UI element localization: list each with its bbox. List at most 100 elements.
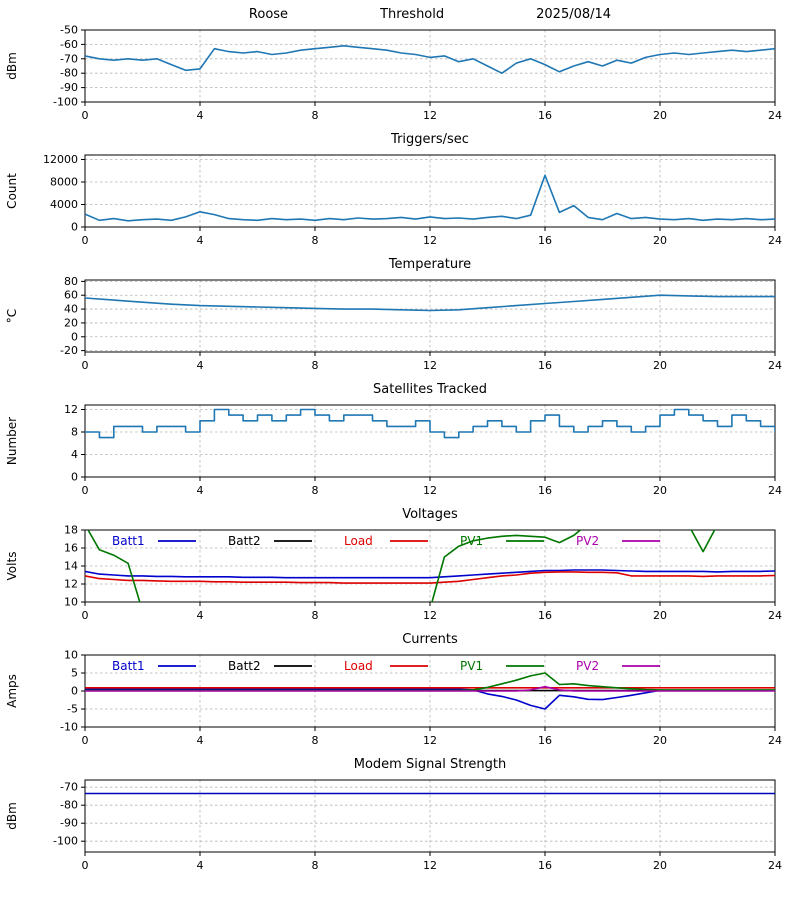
x-tick-label: 4 — [197, 484, 204, 497]
x-tick-label: 16 — [538, 734, 552, 747]
x-tick-label: 4 — [197, 859, 204, 872]
x-tick-label: 24 — [768, 234, 782, 247]
x-tick-label: 20 — [653, 859, 667, 872]
x-tick-label: 20 — [653, 234, 667, 247]
x-tick-label: 24 — [768, 484, 782, 497]
x-tick-label: 20 — [653, 359, 667, 372]
chart-voltages: Voltages 0 4 8 12 16 20 24 10 12 14 16 18 Volts Batt1 B… — [0, 504, 800, 624]
x-tick-label: 8 — [312, 609, 319, 622]
x-tick-label: 24 — [768, 859, 782, 872]
y-tick-label: 16 — [64, 542, 78, 555]
chart-title-temperature: Temperature — [388, 257, 472, 272]
y-tick-label: -20 — [60, 344, 78, 357]
y-tick-label: 10 — [64, 650, 78, 662]
series-satellites-tracked — [85, 408, 775, 439]
y-tick-label: 5 — [71, 667, 78, 680]
plot-border — [84, 279, 776, 353]
x-tick-label: 4 — [197, 109, 204, 122]
y-tick-label: -100 — [53, 96, 78, 109]
x-tick-label: 16 — [538, 359, 552, 372]
y-axis-label: Amps — [5, 674, 19, 708]
chart-plot-voltages: 0 4 8 12 16 20 24 10 12 14 16 18 Volts Batt1 Batt2 Load… — [5, 525, 782, 622]
chart-title-satellites: Satellites Tracked — [373, 382, 487, 397]
x-tick-label: 12 — [423, 234, 437, 247]
y-tick-label: -5 — [67, 703, 78, 716]
y-tick-label: 80 — [64, 275, 78, 288]
chart-plot-signal-threshold: 0 4 8 12 16 20 24 -100 -90-80 -70-60-50 dBm — [5, 25, 782, 122]
x-tick-label: 20 — [653, 109, 667, 122]
y-tick-label: 10 — [64, 596, 78, 609]
y-tick-label: 12 — [64, 403, 78, 416]
legend-label-load: Load — [344, 534, 373, 548]
x-tick-label: 4 — [197, 234, 204, 247]
x-tick-label: 20 — [653, 734, 667, 747]
x-tick-label: 12 — [423, 734, 437, 747]
x-tick-label: 16 — [538, 484, 552, 497]
y-tick-label: 4000 — [50, 198, 78, 211]
title-part: Roose — [248, 7, 289, 22]
y-tick-label: 12 — [64, 578, 78, 591]
chart-plot-currents: 0 4 8 12 16 20 24 -10 -5 0 5 10 Amps Batt1 Batt2 Load PV… — [5, 650, 782, 747]
y-tick-label: -80 — [60, 799, 78, 812]
y-tick-label: 12000 — [43, 153, 78, 166]
y-tick-label: -90 — [60, 81, 78, 94]
y-tick-label: 60 — [64, 289, 78, 302]
x-tick-label: 16 — [538, 109, 552, 122]
chart-modem-signal: Modem Signal Strength 0 4 8 12 16 20 24 -100 -90 -… — [0, 754, 800, 874]
legend-label-pv1: PV1 — [460, 534, 483, 548]
y-axis-label: Volts — [5, 552, 19, 581]
y-axis-label: Count — [5, 173, 19, 209]
x-tick-label: 0 — [82, 734, 89, 747]
legend-label-batt2: Batt2 — [228, 659, 261, 673]
x-tick-label: 8 — [312, 484, 319, 497]
series-signal-dbm — [85, 45, 775, 74]
x-tick-label: 24 — [768, 609, 782, 622]
plot-border — [84, 404, 776, 478]
y-tick-label: 8 — [71, 426, 78, 439]
y-axis-label: dBm — [5, 802, 19, 830]
plot-border — [84, 779, 776, 853]
chart-title-voltages: Voltages — [402, 507, 458, 522]
x-tick-label: 24 — [768, 359, 782, 372]
series-temperature-c — [85, 294, 775, 312]
legend-label-batt2: Batt2 — [228, 534, 261, 548]
plot-border — [84, 154, 776, 228]
y-tick-label: 18 — [64, 525, 78, 537]
y-tick-label: 4 — [71, 448, 78, 461]
x-tick-label: 8 — [312, 109, 319, 122]
x-tick-label: 16 — [538, 609, 552, 622]
plot-border — [84, 29, 776, 103]
series-trigger-rate — [85, 174, 775, 222]
x-tick-label: 8 — [312, 734, 319, 747]
chart-triggers: Triggers/sec 0 4 8 12 16 20 24 0 4000 8000 12000 Cou… — [0, 129, 800, 249]
legend-label-batt1: Batt1 — [112, 659, 145, 673]
y-tick-label: 40 — [64, 303, 78, 316]
chart-currents: Currents 0 4 8 12 16 20 24 -10 -5 0 5 10 Amps Batt1 Bat… — [0, 629, 800, 749]
chart-plot-modem-signal: 0 4 8 12 16 20 24 -100 -90 -80 -70 dBm — [5, 779, 782, 872]
y-tick-label: -70 — [60, 52, 78, 65]
title-part: 2025/08/14 — [536, 7, 612, 22]
chart-plot-triggers: 0 4 8 12 16 20 24 0 4000 8000 12000 Count — [5, 153, 782, 247]
x-tick-label: 16 — [538, 234, 552, 247]
x-tick-label: 20 — [653, 609, 667, 622]
x-tick-label: 12 — [423, 359, 437, 372]
legend-label-load: Load — [344, 659, 373, 673]
x-tick-label: 0 — [82, 359, 89, 372]
y-tick-label: 14 — [64, 560, 78, 573]
chart-title-triggers: Triggers/sec — [391, 132, 469, 147]
legend-label-pv2: PV2 — [576, 534, 599, 548]
y-tick-label: 0 — [71, 471, 78, 484]
x-tick-label: 12 — [423, 109, 437, 122]
x-tick-label: 4 — [197, 734, 204, 747]
x-tick-label: 12 — [423, 609, 437, 622]
y-tick-label: 0 — [71, 685, 78, 698]
series-pv1-volts — [87, 530, 716, 602]
x-tick-label: 12 — [423, 484, 437, 497]
title-part: Threshold — [380, 7, 445, 22]
y-tick-label: 0 — [71, 221, 78, 234]
legend-label-pv2: PV2 — [576, 659, 599, 673]
y-tick-label: -70 — [60, 781, 78, 794]
x-tick-label: 8 — [312, 359, 319, 372]
y-tick-label: 0 — [71, 330, 78, 343]
